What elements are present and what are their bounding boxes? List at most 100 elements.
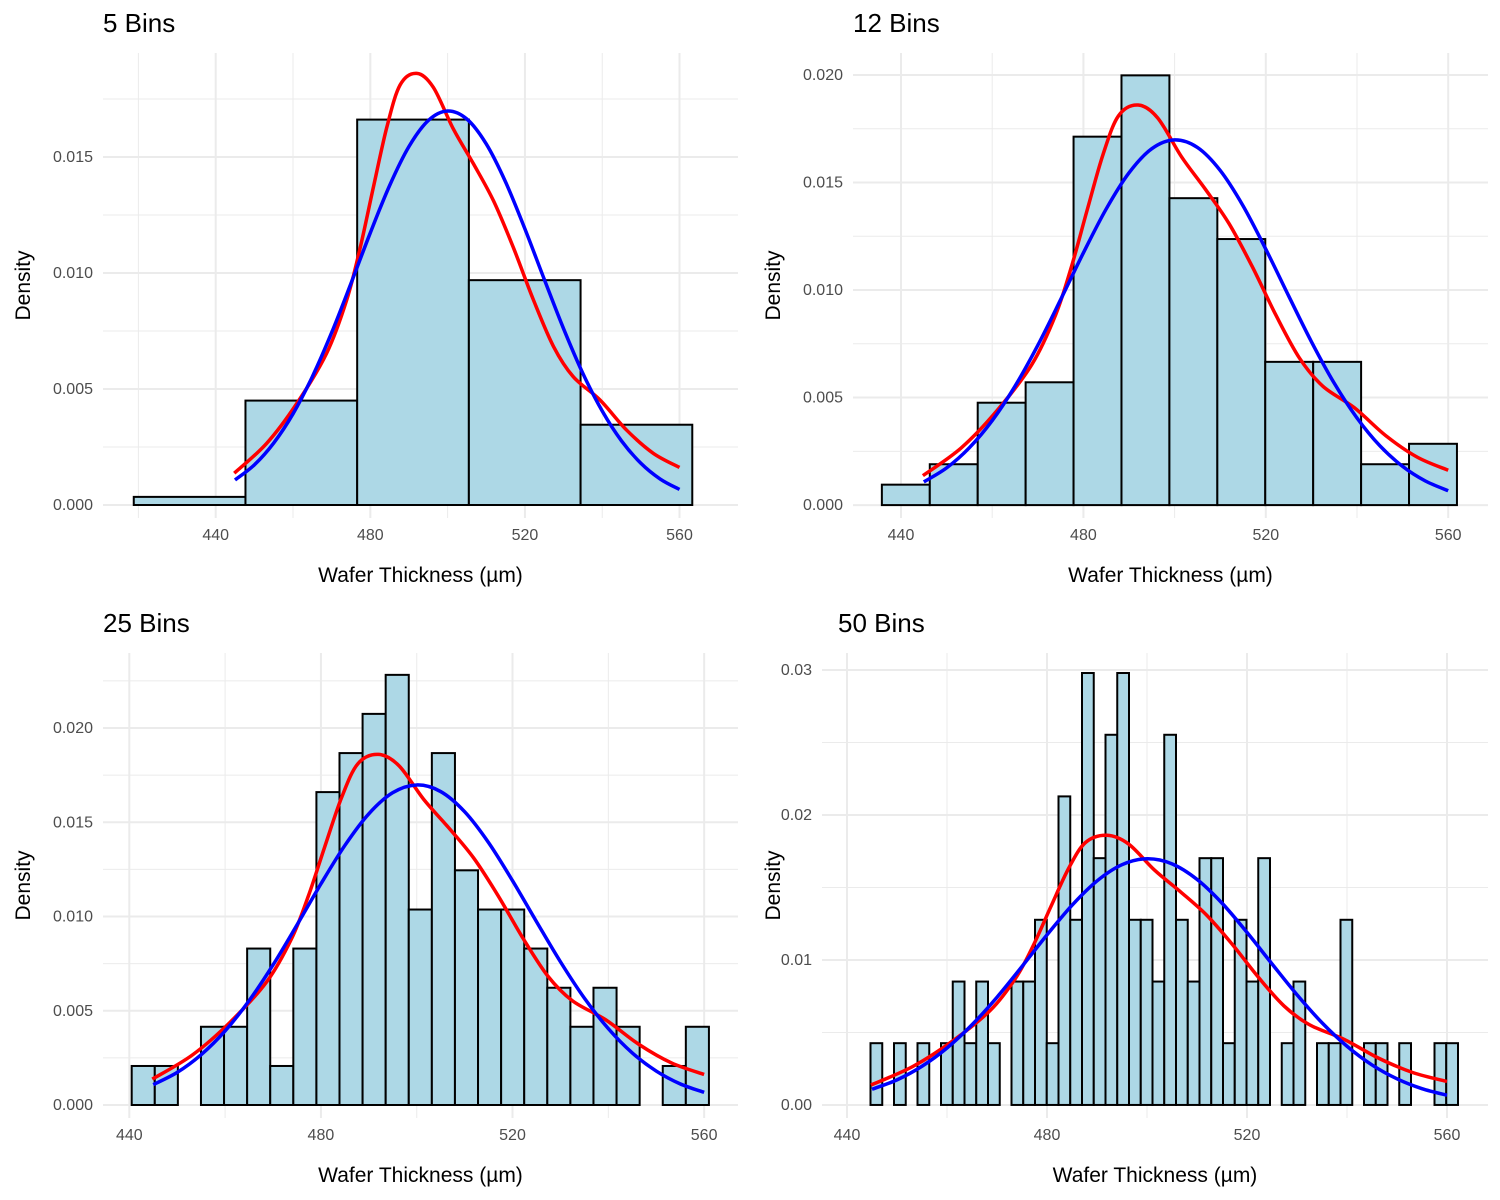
histogram-bar: [407, 908, 433, 1106]
histogram-bar: [430, 752, 456, 1106]
x-tick-label: 520: [512, 527, 539, 544]
panel-2: 440 480 520 560 0.000 0.005 0.010 0.015 0.020 12 …: [762, 8, 1488, 587]
histogram-bar: [467, 279, 582, 507]
x-tick-label: 520: [1234, 1127, 1261, 1144]
histogram-bar: [1327, 1042, 1342, 1106]
histogram-bar: [1316, 1042, 1330, 1106]
histogram-bar: [1222, 1042, 1236, 1106]
histogram-bar: [1168, 197, 1219, 507]
x-tick-label: 560: [666, 527, 693, 544]
x-tick-label: 480: [1070, 527, 1097, 544]
histogram-bar: [1264, 360, 1315, 507]
histogram-bar: [384, 673, 410, 1106]
histogram-bar: [1292, 980, 1307, 1106]
kde-curve: [151, 752, 705, 1081]
y-tick-label: 0.010: [803, 282, 843, 299]
histogram-bar: [1104, 733, 1119, 1106]
y-tick-label: 0.015: [803, 174, 843, 191]
histogram-bar: [1186, 980, 1201, 1106]
histogram-bar: [615, 1025, 641, 1106]
x-axis-title: Wafer Thickness (µm): [1053, 1164, 1258, 1187]
histogram-bar: [880, 483, 931, 507]
y-axis-title: Density: [762, 250, 785, 321]
histogram-bar: [1022, 980, 1036, 1106]
histogram-bar: [1280, 1042, 1295, 1106]
histogram-bar: [246, 947, 272, 1106]
panel-title: 50 Bins: [838, 608, 925, 638]
histogram-bar: [1398, 1042, 1412, 1106]
histogram-bar: [1116, 672, 1130, 1106]
y-axis-title: Density: [12, 850, 35, 921]
y-tick-label: 0.03: [781, 662, 812, 679]
histogram-bar: [1092, 857, 1107, 1106]
y-tick-label: 0.000: [803, 497, 843, 514]
histogram-bar: [1445, 1042, 1459, 1106]
histogram-bar: [132, 495, 247, 507]
histogram-bar: [975, 980, 989, 1106]
y-tick-label: 0.010: [53, 909, 93, 926]
histogram-bar: [869, 1042, 884, 1106]
y-tick-label: 0.00: [781, 1097, 812, 1114]
histogram-bar: [1175, 918, 1189, 1106]
histogram-bar: [1128, 918, 1142, 1106]
x-axis-title: Wafer Thickness (µm): [1068, 564, 1273, 587]
panel-title: 12 Bins: [853, 8, 940, 38]
histogram-bar: [1245, 980, 1260, 1106]
histogram-bar: [569, 1025, 595, 1106]
x-tick-label: 520: [1252, 527, 1279, 544]
y-tick-label: 0.000: [53, 497, 93, 514]
histogram-bar: [130, 1064, 156, 1106]
y-axis-title: Density: [762, 850, 785, 921]
y-tick-label: 0.010: [53, 265, 93, 282]
y-axis-title: Density: [12, 250, 35, 321]
histogram-bar: [1339, 918, 1354, 1106]
x-tick-label: 440: [116, 1127, 143, 1144]
histogram-bar: [1198, 857, 1213, 1106]
histogram-bar: [1024, 381, 1075, 507]
x-tick-label: 440: [202, 527, 229, 544]
y-tick-label: 0.02: [781, 807, 812, 824]
y-tick-label: 0.015: [53, 149, 93, 166]
histogram-bar: [292, 947, 318, 1106]
kde-curve: [870, 833, 1448, 1087]
histogram-bar: [546, 986, 572, 1106]
histogram-bar: [976, 401, 1027, 507]
y-tick-label: 0.020: [803, 67, 843, 84]
histogram-bar: [1210, 857, 1224, 1106]
histogram-bar: [1045, 1042, 1060, 1106]
histogram-bar: [1057, 795, 1072, 1106]
panel-4: 440 480 520 560 0.00 0.01 0.02 0.03 50 Bins Wafer…: [762, 608, 1488, 1187]
histogram-bar: [916, 1042, 931, 1106]
normal-curve: [152, 783, 705, 1095]
y-tick-label: 0.005: [803, 390, 843, 407]
panel-3: 440 480 520 560 0.000 0.005 0.010 0.015 0.020 25 …: [12, 608, 738, 1187]
y-tick-label: 0.005: [53, 1003, 93, 1020]
y-tick-label: 0.000: [53, 1097, 93, 1114]
histogram-bar: [1010, 980, 1025, 1106]
histogram-bar: [453, 869, 480, 1106]
histogram-bar: [477, 908, 503, 1106]
y-tick-label: 0.01: [781, 952, 812, 969]
kde-curve: [921, 103, 1449, 478]
histogram-bar: [500, 908, 526, 1106]
x-tick-label: 440: [888, 527, 915, 544]
panel-title: 5 Bins: [103, 8, 175, 38]
histogram-bar: [1120, 74, 1171, 507]
x-tick-label: 520: [499, 1127, 526, 1144]
histogram-bar: [963, 1042, 978, 1106]
histogram-bar: [269, 1064, 295, 1106]
normal-curve: [871, 856, 1448, 1097]
histogram-bar: [361, 712, 387, 1106]
y-tick-label: 0.020: [53, 720, 93, 737]
normal-curve: [922, 138, 1449, 493]
histogram-bar: [1163, 733, 1177, 1106]
histogram-bar: [1151, 980, 1166, 1106]
x-tick-label: 560: [691, 1127, 718, 1144]
histogram-bar: [338, 752, 364, 1106]
panel-title: 25 Bins: [103, 608, 190, 638]
x-tick-label: 480: [357, 527, 384, 544]
x-tick-label: 480: [1034, 1127, 1061, 1144]
x-axis-title: Wafer Thickness (µm): [318, 564, 523, 587]
histogram-bar: [1360, 463, 1411, 507]
